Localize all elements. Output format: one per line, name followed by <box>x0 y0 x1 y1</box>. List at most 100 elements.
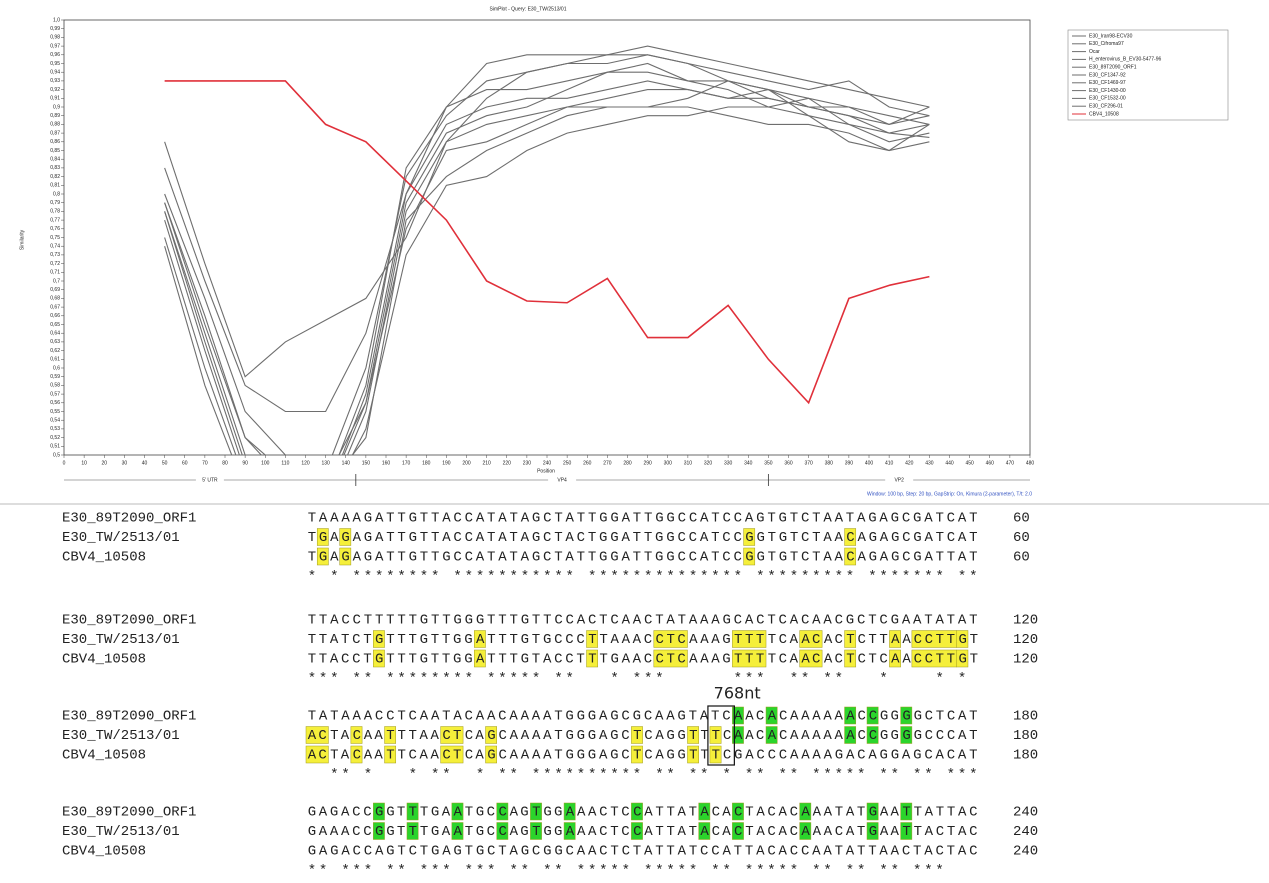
sequence-segment: G <box>745 530 753 546</box>
sequence-segment: T <box>970 652 978 668</box>
sequence-segment: G <box>902 709 910 725</box>
sequence-segment: A <box>846 728 855 744</box>
sequence-segment: T <box>846 632 854 648</box>
legend-label: E30_CF1532-00 <box>1089 96 1126 102</box>
y-tick-label: 0,92 <box>50 87 60 93</box>
y-tick-label: 0,79 <box>50 200 60 206</box>
sequence-segment: CGACCCAAAAGACAGGAGCACAT <box>723 748 978 764</box>
x-tick-label: 220 <box>503 460 512 466</box>
x-tick-label: 20 <box>101 460 107 466</box>
sequence-segment: T <box>689 748 697 764</box>
sequence-segment: AACAT <box>813 824 866 840</box>
highlight <box>373 822 385 840</box>
y-tick-label: 0,54 <box>50 418 60 424</box>
sequence-segment: A <box>734 709 743 725</box>
position-number: 60 <box>1013 511 1030 527</box>
x-tick-label: 140 <box>342 460 351 466</box>
legend-label: E30_CF1430-00 <box>1089 88 1126 94</box>
series-line <box>164 89 930 455</box>
legend-label: E30_Iran98-ECV30 <box>1089 33 1133 39</box>
position-number: 120 <box>1013 613 1038 629</box>
highlight <box>350 726 363 744</box>
highlight <box>485 726 497 744</box>
highlight <box>384 726 397 744</box>
highlight <box>956 649 969 668</box>
sequence-segment: A <box>700 805 709 821</box>
sequence-segment: A <box>768 728 777 744</box>
sequence-segment: CTT <box>857 632 887 648</box>
position-number: 180 <box>1013 709 1038 725</box>
sequence-segment: T <box>902 824 910 840</box>
highlight <box>474 649 486 668</box>
sequence-name: E30_TW/2513/01 <box>62 632 180 648</box>
sequence-segment: TA <box>330 728 350 744</box>
y-tick-label: 0,68 <box>50 296 60 302</box>
sequence-segment: G <box>375 805 383 821</box>
plot-area <box>164 45 930 455</box>
highlight <box>709 726 722 744</box>
highlight <box>451 822 464 840</box>
x-axis-label: Position <box>537 468 555 474</box>
highlight <box>305 745 329 764</box>
sequence-name: E30_TW/2513/01 <box>62 728 180 744</box>
sequence-segment: G <box>902 728 910 744</box>
highlight <box>866 726 879 744</box>
sequence-segment: G <box>319 530 327 546</box>
y-tick-label: 0,57 <box>50 391 60 397</box>
region-label: 5' UTR <box>202 477 218 483</box>
x-tick-label: 250 <box>563 460 572 466</box>
highlight <box>698 822 711 840</box>
highlight <box>844 630 857 648</box>
sequence-segment: T <box>409 805 417 821</box>
y-tick-label: 0,8 <box>53 191 60 197</box>
sequence-segment: ATTAT <box>644 824 697 840</box>
x-tick-label: 470 <box>1006 460 1015 466</box>
sequence-segment: T <box>409 824 417 840</box>
x-tick-label: 170 <box>402 460 411 466</box>
highlight <box>530 802 542 821</box>
x-tick-label: 100 <box>261 460 270 466</box>
y-tick-label: 0,87 <box>50 130 60 136</box>
highlight <box>339 547 352 566</box>
sequence-segment: C <box>734 824 742 840</box>
sequence-segment: TACAC <box>745 805 798 821</box>
highlight <box>732 822 744 840</box>
x-tick-label: 480 <box>1026 460 1035 466</box>
sequence-segment: T <box>386 748 394 764</box>
highlight <box>631 822 643 840</box>
footnote: Window: 100 bp, Step: 20 bp, GapStrip: O… <box>867 491 1032 497</box>
x-tick-label: 270 <box>603 460 612 466</box>
y-tick-label: 0,98 <box>50 35 60 41</box>
sequence-segment: AGATTGTTACCATATAGCTACTGGATTGGCCATCC <box>353 530 742 546</box>
y-tick-label: 0,7 <box>53 278 60 284</box>
sequence-segment: A <box>801 824 810 840</box>
highlight <box>350 745 363 764</box>
highlight <box>530 822 542 840</box>
x-tick-label: 110 <box>281 460 289 466</box>
y-tick-label: 0,53 <box>50 426 60 432</box>
sequence-segment: CA <box>712 824 732 840</box>
x-tick-label: 330 <box>724 460 733 466</box>
x-tick-label: 420 <box>905 460 914 466</box>
highlight <box>406 822 419 840</box>
y-tick-label: 0,85 <box>50 148 60 154</box>
y-tick-label: 0,75 <box>50 235 60 241</box>
y-tick-label: 0,84 <box>50 157 60 163</box>
x-tick-label: 240 <box>543 460 552 466</box>
y-tick-label: 0,59 <box>50 374 60 380</box>
x-tick-label: 390 <box>845 460 854 466</box>
sequence-segment: AACTC <box>577 805 630 821</box>
sequence-segment: C <box>353 728 361 744</box>
y-tick-label: 0,99 <box>50 26 60 32</box>
highlight <box>799 822 812 840</box>
sequence-segment: C <box>869 709 877 725</box>
sequence-segment: C <box>857 709 865 725</box>
y-tick-label: 0,56 <box>50 400 60 406</box>
x-tick-label: 280 <box>623 460 632 466</box>
highlight <box>799 630 823 648</box>
y-tick-label: 0,61 <box>50 357 60 363</box>
x-tick-label: 340 <box>744 460 753 466</box>
y-tick-label: 0,89 <box>50 113 60 119</box>
sequence-name: CBV4_10508 <box>62 748 146 764</box>
